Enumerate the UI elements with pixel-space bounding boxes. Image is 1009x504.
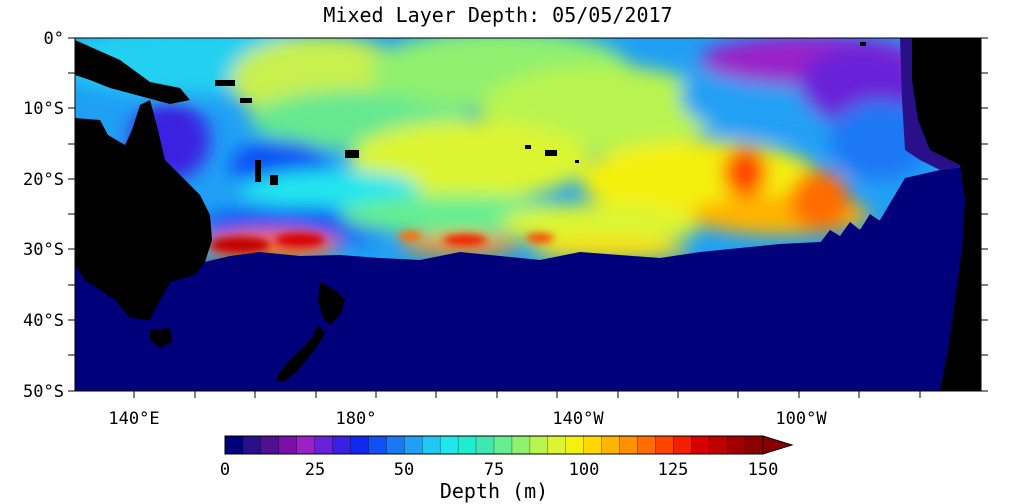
lat-label-30s: 30°S bbox=[23, 240, 64, 260]
colorbar-swatch bbox=[242, 436, 262, 454]
colorbar-label-75: 75 bbox=[484, 460, 504, 480]
colorbar-label-50: 50 bbox=[394, 460, 414, 480]
colorbar-label-100: 100 bbox=[569, 460, 600, 480]
new-guinea-landmass bbox=[75, 40, 190, 104]
colorbar-swatch bbox=[529, 436, 549, 454]
colorbar-swatch bbox=[260, 436, 280, 454]
colorbar-label-25: 25 bbox=[305, 460, 325, 480]
colorbar-swatch bbox=[440, 436, 459, 454]
colorbar-swatch bbox=[619, 436, 638, 454]
colorbar-swatch bbox=[601, 436, 620, 454]
south-america-landmass bbox=[912, 38, 981, 391]
lon-label-140e: 140°E bbox=[108, 409, 159, 429]
colorbar-swatch bbox=[511, 436, 531, 454]
lon-label-100w: 100°W bbox=[775, 409, 827, 429]
map-plot-area bbox=[75, 38, 981, 391]
colorbar-swatch bbox=[278, 436, 298, 454]
colorbar-swatch bbox=[368, 436, 387, 454]
map-title: Mixed Layer Depth: 05/05/2017 bbox=[323, 3, 672, 27]
lat-label-20s: 20°S bbox=[23, 170, 64, 190]
latitude-ticks bbox=[68, 37, 988, 392]
lon-label-140w: 140°W bbox=[552, 409, 604, 429]
lat-label-10s: 10°S bbox=[23, 99, 64, 119]
colorbar-label-125: 125 bbox=[658, 460, 689, 480]
colorbar-swatch bbox=[637, 436, 656, 454]
colorbar-swatch bbox=[655, 436, 674, 454]
colorbar-swatch bbox=[691, 436, 710, 454]
southern-ocean-region bbox=[75, 165, 981, 391]
land bbox=[75, 38, 981, 391]
colorbar-overflow-arrow bbox=[762, 435, 794, 455]
colorbar-swatch bbox=[565, 436, 585, 454]
colorbar-swatch bbox=[476, 436, 495, 454]
lat-label-50s: 50°S bbox=[23, 382, 64, 402]
lon-label-180: 180° bbox=[336, 409, 377, 429]
longitude-labels: 140°E 180° 140°W 100°W bbox=[108, 409, 827, 429]
colorbar-tick-labels: 0 25 50 75 100 125 150 bbox=[220, 460, 778, 480]
lat-label-40s: 40°S bbox=[23, 311, 64, 331]
australia-landmass bbox=[75, 100, 212, 320]
longitude-ticks bbox=[133, 391, 921, 398]
colorbar-swatch bbox=[583, 436, 602, 454]
colorbar-swatch bbox=[673, 436, 692, 454]
lat-label-0: 0° bbox=[44, 29, 64, 49]
colorbar-swatch bbox=[458, 436, 477, 454]
colorbar-swatch bbox=[296, 436, 316, 454]
tasmania-landmass bbox=[150, 328, 172, 348]
pacific-islands bbox=[215, 42, 866, 185]
colorbar-swatch bbox=[386, 436, 405, 454]
new-zealand-landmass bbox=[276, 282, 345, 382]
latitude-labels: 0° 10°S 20°S 30°S 40°S 50°S bbox=[23, 29, 64, 402]
colorbar-swatch bbox=[314, 436, 333, 454]
colorbar-swatch bbox=[404, 436, 423, 454]
colorbar-swatch bbox=[709, 436, 728, 454]
colorbar bbox=[225, 436, 764, 454]
colorbar-label-0: 0 bbox=[220, 460, 230, 480]
colorbar-frame bbox=[224, 435, 764, 455]
colorbar-swatch bbox=[332, 436, 351, 454]
colorbar-label-150: 150 bbox=[748, 460, 779, 480]
colorbar-swatch bbox=[745, 436, 764, 454]
colorbar-swatch bbox=[225, 436, 244, 454]
colorbar-swatch bbox=[547, 436, 567, 454]
depth-field bbox=[75, 38, 930, 260]
colorbar-swatch bbox=[422, 436, 441, 454]
colorbar-swatch bbox=[494, 436, 513, 454]
colorbar-swatch bbox=[350, 436, 369, 454]
colorbar-swatch bbox=[727, 436, 746, 454]
colorbar-unit-label: Depth (m) bbox=[440, 479, 548, 503]
